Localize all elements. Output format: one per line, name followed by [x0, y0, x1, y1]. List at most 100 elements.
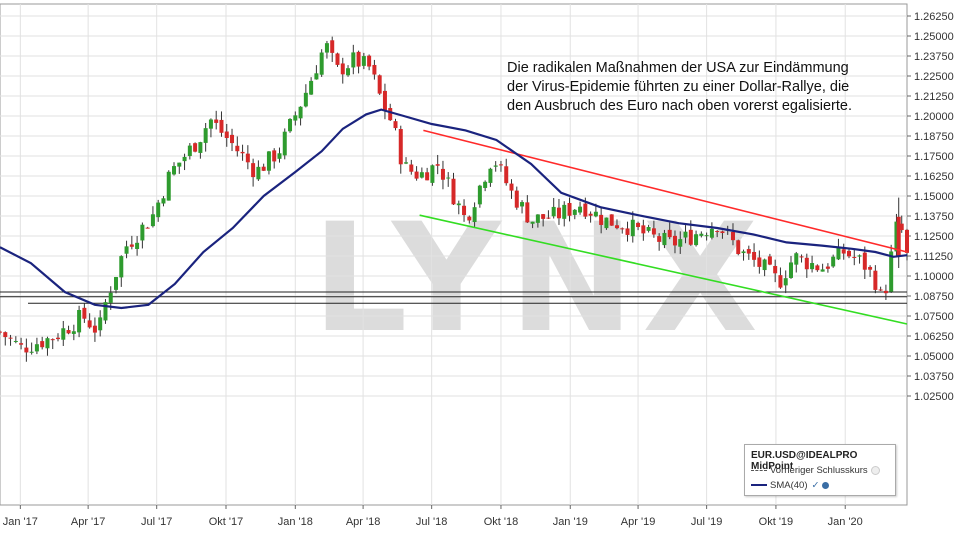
- candle-up: [172, 166, 177, 175]
- y-tick-label: 1.20000: [914, 111, 954, 123]
- candle-down: [335, 53, 340, 65]
- candle-up: [604, 217, 609, 229]
- toggle-dot-icon[interactable]: [870, 465, 880, 475]
- candle-up: [520, 202, 525, 207]
- candle-down: [340, 63, 345, 75]
- candle-up: [303, 92, 308, 107]
- candle-up: [794, 253, 799, 265]
- candle-down: [799, 256, 804, 258]
- check-icon[interactable]: ✓: [811, 480, 820, 491]
- candle-up: [319, 52, 324, 75]
- candle-down: [873, 270, 878, 290]
- candle-down: [773, 266, 778, 274]
- candle-down: [145, 227, 150, 229]
- y-tick-label: 1.15000: [914, 191, 954, 203]
- candle-down: [625, 228, 630, 235]
- y-tick-label: 1.03750: [914, 371, 954, 383]
- y-tick-label: 1.07500: [914, 311, 954, 323]
- candle-up: [77, 309, 82, 333]
- candle-up: [150, 214, 155, 227]
- x-tick-label: Jan '18: [278, 516, 313, 528]
- candle-down: [599, 214, 604, 225]
- candle-down: [862, 252, 867, 270]
- legend-title: EUR.USD@IDEALPRO MidPoint: [751, 450, 858, 472]
- x-tick-label: Jul '19: [691, 516, 722, 528]
- candle-up: [562, 204, 567, 219]
- y-tick-label: 1.17500: [914, 151, 954, 163]
- candle-up: [314, 73, 319, 80]
- candle-up: [810, 263, 815, 270]
- candle-down: [66, 330, 71, 334]
- settings-dot-icon[interactable]: [822, 481, 830, 489]
- candle-up: [404, 162, 409, 164]
- candle-down: [398, 129, 403, 165]
- candle-up: [34, 344, 39, 352]
- candle-down: [825, 266, 830, 269]
- candle-down: [498, 164, 503, 166]
- legend-item-previous-close: Vorheriger Schlusskurs: [751, 465, 880, 476]
- legend-item-sma: SMA(40) ✓: [751, 480, 830, 491]
- y-tick-label: 1.12500: [914, 231, 954, 243]
- candle-down: [641, 225, 646, 234]
- candle-up: [699, 233, 704, 236]
- candle-up: [293, 115, 298, 121]
- candle-up: [762, 259, 767, 271]
- candle-down: [672, 235, 677, 246]
- y-tick-label: 1.05000: [914, 351, 954, 363]
- candle-up: [13, 340, 18, 342]
- candle-up: [530, 221, 535, 224]
- candle-down: [50, 339, 55, 341]
- candle-up: [493, 165, 498, 167]
- candle-up: [704, 235, 709, 237]
- candle-up: [266, 151, 271, 171]
- candle-down: [767, 256, 772, 265]
- candle-down: [778, 275, 783, 288]
- candle-down: [504, 166, 509, 184]
- candle-up: [535, 214, 540, 223]
- candle-down: [330, 40, 335, 53]
- candle-up: [488, 168, 493, 183]
- candle-down: [541, 214, 546, 219]
- candle-down: [87, 320, 92, 328]
- candle-up: [820, 269, 825, 272]
- y-tick-label: 1.13750: [914, 211, 954, 223]
- legend: EUR.USD@IDEALPRO MidPoint Vorheriger Sch…: [744, 444, 896, 496]
- legend-label-previous-close: Vorheriger Schlusskurs: [770, 465, 868, 476]
- candle-down: [372, 64, 377, 75]
- candle-down: [730, 231, 735, 241]
- candle-down: [451, 178, 456, 205]
- candle-down: [245, 153, 250, 163]
- candle-down: [219, 119, 224, 133]
- candle-down: [224, 131, 229, 139]
- candle-up: [119, 256, 124, 278]
- candle-up: [477, 185, 482, 205]
- candle-up: [593, 211, 598, 217]
- y-tick-label: 1.16250: [914, 171, 954, 183]
- x-tick-label: Jul '17: [141, 516, 172, 528]
- x-tick-label: Apr '18: [346, 516, 381, 528]
- candle-down: [567, 202, 572, 216]
- candle-up: [831, 256, 836, 267]
- candle-down: [3, 332, 8, 338]
- candle-down: [815, 265, 820, 271]
- candle-up: [277, 153, 282, 159]
- y-tick-label: 1.11250: [914, 251, 953, 263]
- candle-up: [430, 165, 435, 183]
- candle-up: [61, 328, 66, 340]
- x-tick-label: Apr '19: [621, 516, 656, 528]
- candle-up: [156, 202, 161, 218]
- candle-down: [868, 266, 873, 270]
- candle-down: [715, 231, 720, 233]
- candle-up: [71, 331, 76, 334]
- candle-down: [425, 172, 430, 181]
- candle-down: [193, 143, 198, 152]
- candle-down: [651, 228, 656, 235]
- candle-up: [783, 278, 788, 286]
- candle-down: [620, 228, 625, 230]
- candle-down: [19, 343, 24, 345]
- candle-up: [472, 207, 477, 223]
- candle-down: [509, 183, 514, 191]
- annotation-line: Die radikalen Maßnahmen der USA zur Eind…: [507, 60, 849, 76]
